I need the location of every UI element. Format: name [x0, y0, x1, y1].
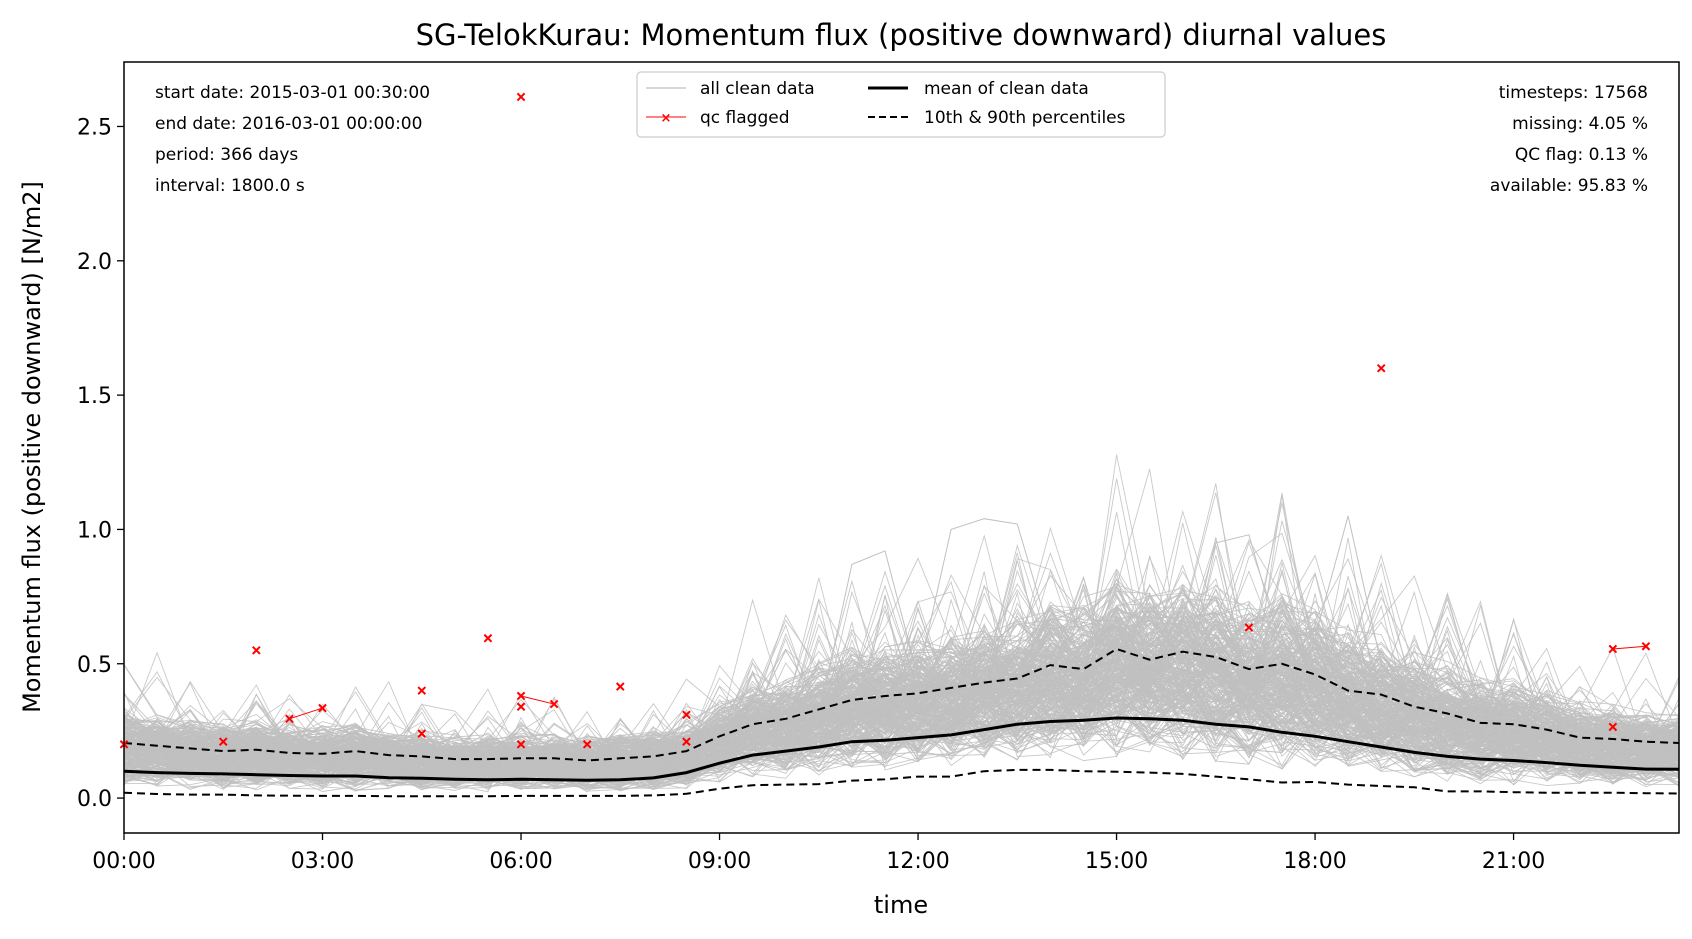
legend-box [636, 71, 1166, 138]
qc-flagged-point [417, 686, 427, 695]
clean-data-day-line [124, 492, 1679, 771]
x-tick-label: 03:00 [291, 849, 354, 874]
percentile-line [124, 647, 1679, 762]
info-timesteps: timesteps: 17568 [1499, 83, 1648, 103]
info-period: period: 366 days [155, 145, 298, 165]
clean-data-day-line [124, 553, 1679, 760]
clean-data-spike-line [1182, 534, 1283, 664]
x-tick-label: 18:00 [1283, 849, 1346, 874]
qc-flagged-point [1376, 363, 1386, 373]
qc-flagged-link [1612, 645, 1646, 650]
clean-data-spike-line [1314, 515, 1382, 664]
y-tick-label: 2.0 [77, 250, 112, 275]
y-tick-label: 1.5 [77, 384, 112, 409]
qc-flagged-point [516, 691, 526, 701]
qc-flagged-point [417, 729, 427, 738]
x-tick-label: 06:00 [489, 849, 552, 874]
y-tick-label: 2.5 [77, 115, 112, 140]
clean-data-day-line [124, 617, 1679, 778]
plot-frame [123, 61, 1680, 834]
clean-data-day-line [124, 576, 1679, 782]
y-tick-label: 0.0 [77, 787, 112, 812]
info-qc-flag: QC flag: 0.13 % [1515, 145, 1648, 165]
x-tick-label: 21:00 [1482, 849, 1545, 874]
clean-data-day-line [124, 711, 1679, 792]
clean-data-day-line [124, 661, 1679, 774]
legend-label-mean: mean of clean data [924, 79, 1089, 99]
clean-data-day-line [124, 666, 1679, 789]
clean-data-day-line [124, 570, 1679, 761]
info-interval: interval: 1800.0 s [155, 176, 305, 196]
qc-flagged-point [582, 740, 592, 749]
clean-data-spike-line [752, 649, 820, 718]
clean-data-day-line [124, 690, 1679, 790]
info-start-date: start date: 2015-03-01 00:30:00 [155, 83, 430, 103]
statistics-lines-layer [124, 647, 1679, 798]
legend: all clean data × qc flagged mean of clea… [636, 71, 1166, 138]
legend-marker-qc: × [661, 111, 672, 126]
legend-label-qc: qc flagged [700, 108, 790, 128]
qc-flagged-point [682, 710, 691, 720]
legend-label-percentiles: 10th & 90th percentiles [924, 108, 1126, 128]
qc-flagged-point [516, 740, 526, 749]
qc-flagged-point [483, 633, 493, 643]
info-right: timesteps: 17568 missing: 4.05 % QC flag… [1490, 83, 1648, 196]
qc-flagged-point [1244, 623, 1254, 632]
qc-flagged-link [520, 695, 555, 705]
qc-flagged-point [252, 646, 261, 655]
qc-flagged-point [682, 737, 691, 746]
y-tick-label: 0.5 [77, 653, 112, 678]
chart-title: SG-TelokKurau: Momentum flux (positive d… [416, 18, 1387, 52]
info-missing: missing: 4.05 % [1512, 114, 1648, 134]
qc-flagged-point [1641, 641, 1651, 651]
y-tick-label: 1.0 [77, 518, 112, 543]
all-clean-data-layer [124, 454, 1679, 793]
clean-data-spike-line [917, 518, 1051, 678]
y-axis-title: Momentum flux (positive downward) [N/m2] [18, 181, 46, 713]
qc-flagged-point [549, 699, 559, 709]
info-end-date: end date: 2016-03-01 00:00:00 [155, 114, 422, 134]
x-tick-label: 09:00 [688, 849, 751, 874]
clean-data-day-line [124, 677, 1679, 783]
qc-flagged-point [318, 703, 327, 713]
legend-label-clean: all clean data [700, 79, 815, 99]
x-tick-label: 15:00 [1085, 849, 1148, 874]
clean-data-day-line [124, 585, 1679, 758]
clean-data-day-line [124, 690, 1679, 790]
info-available: available: 95.83 % [1490, 176, 1648, 196]
info-left: start date: 2015-03-01 00:30:00 end date… [155, 83, 430, 196]
clean-data-day-line [124, 659, 1679, 785]
qc-flagged-link [289, 707, 323, 720]
clean-data-day-line [124, 620, 1679, 779]
clean-data-day-line [124, 657, 1679, 788]
qc-flagged-point [1608, 644, 1618, 654]
clean-data-day-line [124, 644, 1679, 780]
x-axis-ticks: 00:00 03:00 06:00 09:00 12:00 15:00 18:00 21:00 [92, 833, 1545, 874]
qc-flagged-point [218, 737, 228, 746]
clean-data-day-line [124, 492, 1679, 767]
x-axis-title: time [874, 891, 928, 919]
qc-flagged-point [1608, 722, 1618, 732]
clean-data-day-line [124, 588, 1679, 757]
qc-flagged-point [516, 92, 526, 102]
mean-line [124, 716, 1679, 782]
qc-flagged-point [615, 682, 625, 691]
x-tick-label: 00:00 [92, 849, 155, 874]
y-axis-ticks: 0.0 0.5 1.0 1.5 2.0 2.5 [77, 115, 124, 812]
x-tick-label: 12:00 [886, 849, 949, 874]
qc-flagged-point [285, 714, 294, 724]
clean-data-spike-line [818, 550, 919, 718]
qc-flagged-point [516, 702, 526, 712]
clean-data-day-line [124, 569, 1679, 770]
